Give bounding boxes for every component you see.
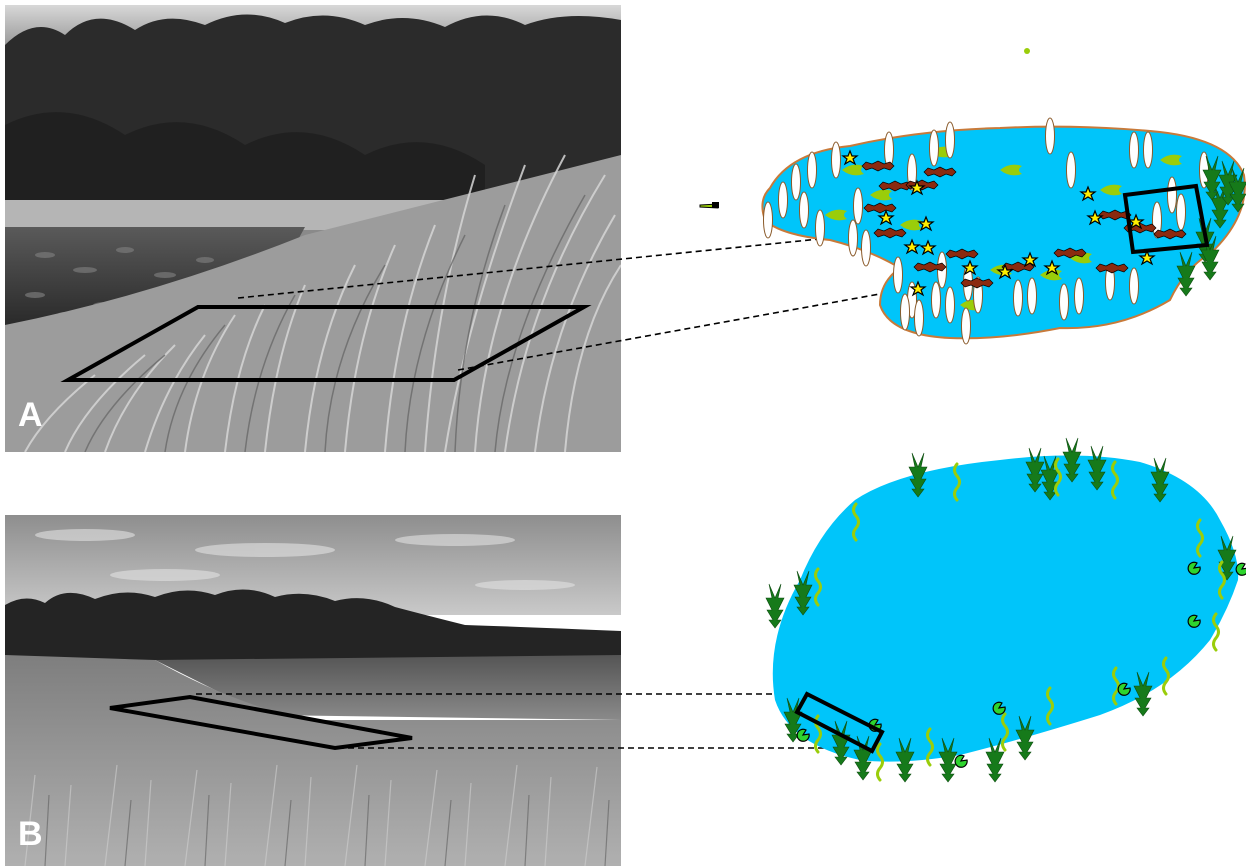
sample-area-a-diagram (1122, 183, 1210, 255)
pond-b-diagram (765, 437, 1246, 783)
small-marker-icon (712, 202, 719, 208)
sample-area-b-diagram (794, 691, 885, 754)
panel-label-a: A (18, 396, 43, 434)
panel-label-b: B (18, 815, 43, 853)
photo-a-marsh-edge (5, 5, 621, 452)
seed-icon (1024, 48, 1030, 54)
sample-area-a (60, 305, 592, 382)
pond-a-diagram (699, 48, 1246, 345)
photo-b-wet-meadow (5, 515, 621, 866)
sample-area-b (109, 694, 413, 751)
